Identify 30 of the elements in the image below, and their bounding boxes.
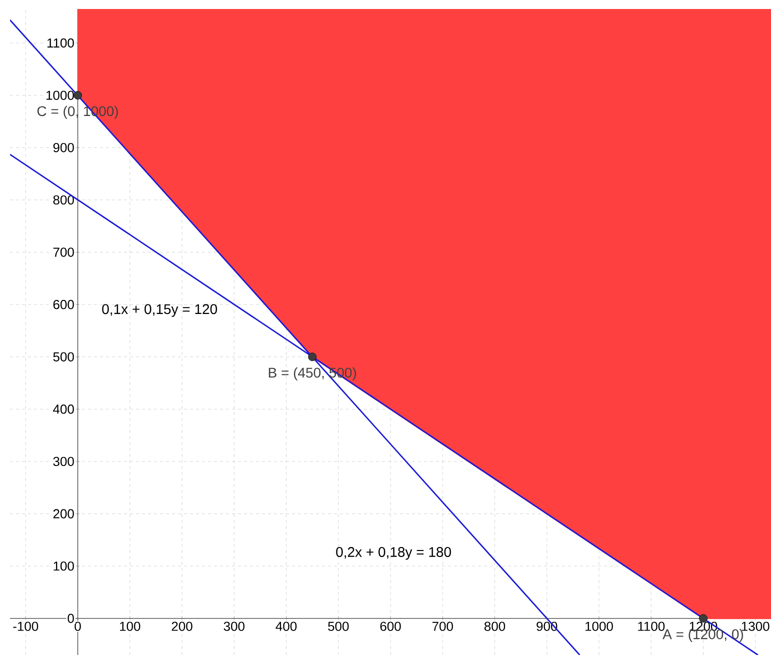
series-label: 0,1x + 0,15y = 120 xyxy=(102,304,218,317)
annotation: A = (1200, 0) xyxy=(662,628,744,642)
y-tick-label: 500 xyxy=(53,352,74,362)
y-tick-label: 900 xyxy=(53,143,74,152)
y-tick-label: 600 xyxy=(53,300,74,310)
y-tick-label: 100 xyxy=(54,561,74,571)
y-tick-label: 300 xyxy=(53,456,74,466)
y-tick-label: 700 xyxy=(53,248,74,257)
y-tick-label: 1100 xyxy=(47,38,74,48)
x-tick-label: -100 xyxy=(13,622,38,631)
x-tick-label: 700 xyxy=(432,622,453,631)
point xyxy=(74,91,82,100)
x-tick-label: 1100 xyxy=(638,622,665,631)
y-tick-label: 200 xyxy=(53,509,74,518)
x-tick-label: 200 xyxy=(172,622,192,631)
y-tick-label: 800 xyxy=(53,195,74,205)
x-tick-label: 1300 xyxy=(742,622,770,631)
y-tick-label: 1000 xyxy=(46,90,74,100)
x-tick-label: 300 xyxy=(224,622,244,631)
x-tick-label: 0 xyxy=(74,622,81,631)
y-tick-label: 400 xyxy=(53,404,74,414)
x-tick-label: 600 xyxy=(380,622,401,631)
x-tick-label: 400 xyxy=(276,622,297,631)
x-tick-label: 1000 xyxy=(586,622,613,631)
series-label: 0,2x + 0,18y = 180 xyxy=(336,547,451,560)
y-tick-label: 0 xyxy=(68,614,74,623)
x-tick-label: 800 xyxy=(484,622,506,631)
point xyxy=(308,352,317,362)
x-tick-label: 100 xyxy=(120,622,140,631)
x-tick-label: 500 xyxy=(328,622,349,631)
